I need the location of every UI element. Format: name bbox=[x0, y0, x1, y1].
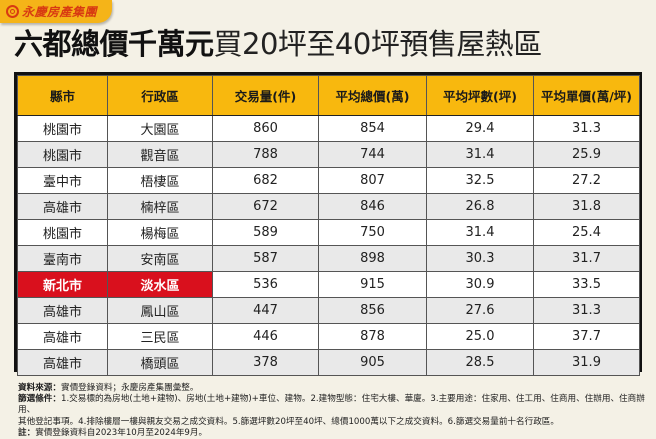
cell-avg-total-price: 856 bbox=[318, 297, 427, 324]
cell-avg-total-price: 915 bbox=[318, 271, 427, 298]
cell-avg-unit-price: 37.7 bbox=[533, 323, 640, 350]
cell-avg-unit-price: 31.7 bbox=[533, 245, 640, 272]
cell-volume: 447 bbox=[212, 297, 319, 324]
cell-avg-unit-price: 25.4 bbox=[533, 219, 640, 246]
yungching-logo-icon bbox=[6, 5, 19, 18]
cell-district: 梧棲區 bbox=[107, 167, 213, 194]
table-row: 桃園市 觀音區 788 744 31.4 25.9 bbox=[17, 141, 640, 168]
cell-volume: 672 bbox=[212, 193, 319, 220]
title-light: 買20坪至40坪預售屋熱區 bbox=[213, 27, 543, 61]
cell-avg-total-price: 905 bbox=[318, 349, 427, 376]
brand-tab: 永慶房產集團 bbox=[0, 0, 112, 23]
table-row: 高雄市 楠梓區 672 846 26.8 31.8 bbox=[17, 193, 640, 220]
table-row: 臺南市 安南區 587 898 30.3 31.7 bbox=[17, 245, 640, 272]
cell-district: 三民區 bbox=[107, 323, 213, 350]
header-city: 縣市 bbox=[17, 75, 108, 116]
cell-district: 鳳山區 bbox=[107, 297, 213, 324]
cell-avg-size: 29.4 bbox=[426, 115, 534, 142]
cell-city: 高雄市 bbox=[17, 349, 108, 376]
cell-volume: 682 bbox=[212, 167, 319, 194]
cell-city: 桃園市 bbox=[17, 219, 108, 246]
table-row: 桃園市 楊梅區 589 750 31.4 25.4 bbox=[17, 219, 640, 246]
cell-avg-size: 30.3 bbox=[426, 245, 534, 272]
cell-district: 楠梓區 bbox=[107, 193, 213, 220]
cell-avg-total-price: 846 bbox=[318, 193, 427, 220]
cell-avg-size: 28.5 bbox=[426, 349, 534, 376]
cell-avg-total-price: 878 bbox=[318, 323, 427, 350]
cell-volume: 860 bbox=[212, 115, 319, 142]
cell-avg-size: 31.4 bbox=[426, 141, 534, 168]
cell-avg-unit-price: 31.9 bbox=[533, 349, 640, 376]
cell-avg-unit-price: 31.8 bbox=[533, 193, 640, 220]
cell-avg-total-price: 750 bbox=[318, 219, 427, 246]
table-row: 高雄市 鳳山區 447 856 27.6 31.3 bbox=[17, 297, 640, 324]
header-avg-size: 平均坪數(坪) bbox=[426, 75, 534, 116]
cell-avg-unit-price: 25.9 bbox=[533, 141, 640, 168]
table-row: 高雄市 橋頭區 378 905 28.5 31.9 bbox=[17, 349, 640, 376]
brand-name: 永慶房產集團 bbox=[22, 5, 98, 19]
cell-district: 安南區 bbox=[107, 245, 213, 272]
filter-text-1: 1.交易標的為房地(土地+建物)、房地(土地+建物)+車位、建物。2.建物型態：… bbox=[18, 394, 645, 416]
header-avg-total-price: 平均總價(萬) bbox=[318, 75, 427, 116]
cell-avg-unit-price: 31.3 bbox=[533, 115, 640, 142]
cell-city: 高雄市 bbox=[17, 193, 108, 220]
source-label: 資料來源： bbox=[18, 383, 61, 393]
page-title: 六都總價千萬元買20坪至40坪預售屋熱區 bbox=[14, 25, 542, 63]
cell-city-highlighted: 新北市 bbox=[17, 271, 108, 298]
cell-avg-total-price: 854 bbox=[318, 115, 427, 142]
table-header-row: 縣市 行政區 交易量(件) 平均總價(萬) 平均坪數(坪) 平均單價(萬/坪) bbox=[17, 75, 640, 116]
cell-district: 觀音區 bbox=[107, 141, 213, 168]
cell-volume: 788 bbox=[212, 141, 319, 168]
cell-avg-size: 30.9 bbox=[426, 271, 534, 298]
cell-city: 高雄市 bbox=[17, 297, 108, 324]
cell-district-highlighted: 淡水區 bbox=[107, 271, 213, 298]
cell-city: 臺中市 bbox=[17, 167, 108, 194]
cell-avg-size: 25.0 bbox=[426, 323, 534, 350]
cell-avg-total-price: 807 bbox=[318, 167, 427, 194]
footnotes: 資料來源：實價登錄資料；永慶房產集團彙整。 篩選條件：1.交易標的為房地(土地+… bbox=[18, 383, 648, 439]
table-row-highlighted: 新北市 淡水區 536 915 30.9 33.5 bbox=[17, 271, 640, 298]
cell-avg-size: 32.5 bbox=[426, 167, 534, 194]
source-text: 實價登錄資料；永慶房產集團彙整。 bbox=[60, 383, 199, 393]
cell-city: 高雄市 bbox=[17, 323, 108, 350]
filter-note: 篩選條件：1.交易標的為房地(土地+建物)、房地(土地+建物)+車位、建物。2.… bbox=[18, 394, 648, 416]
cell-avg-unit-price: 33.5 bbox=[533, 271, 640, 298]
table-row: 臺中市 梧棲區 682 807 32.5 27.2 bbox=[17, 167, 640, 194]
cell-avg-unit-price: 31.3 bbox=[533, 297, 640, 324]
header-district: 行政區 bbox=[107, 75, 213, 116]
header-volume: 交易量(件) bbox=[212, 75, 319, 116]
filter-label: 篩選條件： bbox=[18, 394, 61, 405]
note-label: 註： bbox=[18, 427, 36, 438]
cell-avg-unit-price: 27.2 bbox=[533, 167, 640, 194]
cell-avg-size: 27.6 bbox=[426, 297, 534, 324]
data-table-container: 縣市 行政區 交易量(件) 平均總價(萬) 平均坪數(坪) 平均單價(萬/坪) … bbox=[14, 72, 642, 376]
cell-city: 臺南市 bbox=[17, 245, 108, 272]
cell-volume: 589 bbox=[212, 219, 319, 246]
cell-avg-size: 26.8 bbox=[426, 193, 534, 220]
cell-district: 大園區 bbox=[107, 115, 213, 142]
header-avg-unit-price: 平均單價(萬/坪) bbox=[533, 75, 640, 116]
cell-city: 桃園市 bbox=[17, 141, 108, 168]
cell-volume: 536 bbox=[212, 271, 319, 298]
source-note: 資料來源：實價登錄資料；永慶房產集團彙整。 bbox=[18, 383, 648, 394]
cell-district: 橋頭區 bbox=[107, 349, 213, 376]
table-row: 桃園市 大園區 860 854 29.4 31.3 bbox=[17, 115, 640, 142]
cell-volume: 587 bbox=[212, 245, 319, 272]
cell-volume: 446 bbox=[212, 323, 319, 350]
filter-note-cont: 其他登記事項。4.排除樓層一樓與親友交易之成交資料。5.篩選坪數20坪至40坪、… bbox=[18, 416, 559, 427]
cell-avg-size: 31.4 bbox=[426, 219, 534, 246]
cell-district: 楊梅區 bbox=[107, 219, 213, 246]
note-text: 實價登錄資料自2023年10月至2024年9月。 bbox=[35, 427, 208, 438]
cell-city: 桃園市 bbox=[17, 115, 108, 142]
data-table: 縣市 行政區 交易量(件) 平均總價(萬) 平均坪數(坪) 平均單價(萬/坪) … bbox=[17, 75, 640, 376]
cell-avg-total-price: 744 bbox=[318, 141, 427, 168]
cell-volume: 378 bbox=[212, 349, 319, 376]
table-row: 高雄市 三民區 446 878 25.0 37.7 bbox=[17, 323, 640, 350]
title-bold: 六都總價千萬元 bbox=[14, 27, 214, 61]
cell-avg-total-price: 898 bbox=[318, 245, 427, 272]
date-note: 註：實價登錄資料自2023年10月至2024年9月。 bbox=[18, 428, 648, 439]
